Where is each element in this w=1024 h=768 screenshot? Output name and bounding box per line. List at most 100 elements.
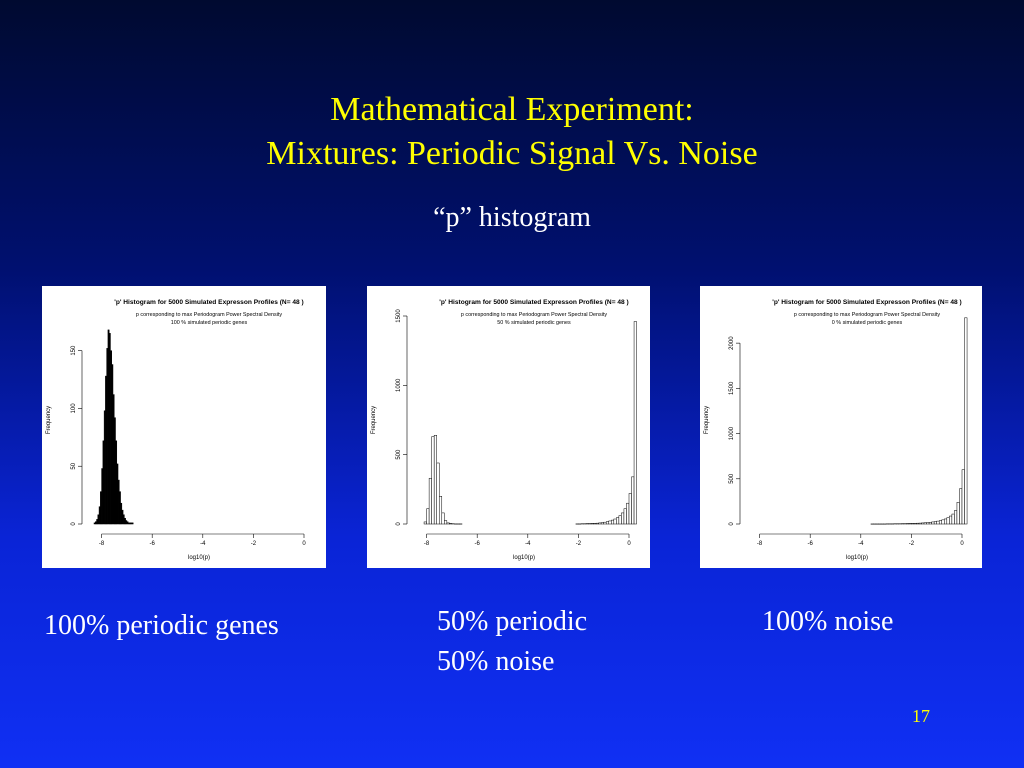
x-tick-label: -4 [525, 541, 531, 547]
x-axis-label: log10(p) [513, 555, 535, 561]
caption-mixture-line-1: 50% periodic [437, 606, 588, 637]
histogram-chart-periodic: 'p' Histogram for 5000 Simulated Express… [46, 299, 306, 561]
x-tick-label: -2 [576, 541, 582, 547]
histogram-bar [628, 493, 632, 525]
y-tick-label: 0 [729, 522, 735, 526]
chart-subtitle-line-2: 0 % simulated periodic genes [832, 320, 903, 326]
x-tick-label: 0 [960, 541, 964, 547]
y-tick-label: 0 [71, 522, 77, 526]
histogram-bar [449, 523, 453, 525]
slide-subtitle: “p” histogram [433, 202, 591, 233]
histogram-panel-periodic: 'p' Histogram for 5000 Simulated Express… [42, 286, 326, 568]
x-tick-label: 0 [627, 541, 631, 547]
histogram-bar [944, 518, 948, 525]
slide-title-line-2: Mixtures: Periodic Signal Vs. Noise [266, 135, 758, 172]
histogram-bar [428, 477, 432, 525]
histogram-bar [595, 522, 599, 525]
caption-noise-line-1: 100% noise [762, 606, 894, 637]
histogram-bar [626, 502, 630, 525]
y-tick-label: 1000 [729, 426, 735, 440]
y-tick-label: 1500 [729, 381, 735, 395]
histogram-bar [441, 512, 445, 525]
histogram-bar [438, 496, 443, 525]
histogram-chart-noise: 'p' Histogram for 5000 Simulated Express… [704, 299, 968, 561]
histogram-bar [951, 513, 955, 525]
histogram-bar [926, 522, 930, 525]
histogram-bar [590, 523, 594, 525]
histogram-bar [946, 517, 950, 525]
histogram-bar [959, 488, 963, 525]
histogram-bar [618, 515, 622, 525]
caption-mixture-line-2: 50% noise [437, 646, 555, 677]
histogram-bar [931, 521, 935, 525]
x-tick-label: -8 [99, 541, 105, 547]
histogram-bar [621, 512, 625, 525]
histogram-bar [956, 502, 960, 525]
histogram-bar [431, 436, 435, 525]
chart-title: 'p' Histogram for 5000 Simulated Express… [772, 299, 961, 306]
histogram-bar [928, 522, 932, 525]
histogram-bar [964, 317, 968, 525]
x-axis-label: log10(p) [846, 555, 868, 561]
x-tick-label: -6 [808, 541, 814, 547]
chart-subtitle-line-1: p corresponding to max Periodogram Power… [136, 312, 283, 318]
chart-title: 'p' Histogram for 5000 Simulated Express… [114, 299, 303, 306]
y-tick-label: 500 [729, 473, 735, 484]
histogram-bar [605, 521, 610, 525]
slide-title-line-1: Mathematical Experiment: [330, 91, 694, 128]
histogram-bar [131, 522, 134, 525]
histogram-bar [961, 469, 965, 525]
caption-periodic-line-1: 100% periodic genes [44, 610, 279, 641]
histogram-bar [608, 520, 612, 525]
histogram-bar [616, 517, 620, 525]
x-tick-label: -8 [757, 541, 763, 547]
histogram-bar [954, 510, 958, 525]
histogram-bar [631, 476, 635, 525]
histogram-bar [941, 519, 945, 525]
x-tick-label: -8 [424, 541, 430, 547]
histogram-bar [921, 522, 925, 525]
histogram-bar [913, 523, 917, 525]
y-tick-label: 1000 [396, 378, 402, 392]
y-axis-label: Frequency [371, 406, 377, 434]
x-tick-label: -6 [475, 541, 481, 547]
histogram-bar [444, 520, 448, 525]
x-tick-label: -2 [251, 541, 257, 547]
histogram-bar [600, 522, 604, 525]
chart-subtitle-line-1: p corresponding to max Periodogram Power… [794, 312, 941, 318]
histogram-bar [593, 523, 597, 525]
y-tick-label: 50 [71, 462, 77, 469]
histogram-bar [936, 520, 940, 525]
histogram-bars [93, 329, 134, 525]
histogram-bar [613, 518, 617, 525]
chart-title: 'p' Histogram for 5000 Simulated Express… [439, 299, 628, 306]
y-tick-label: 500 [396, 449, 402, 460]
y-tick-label: 2000 [729, 336, 735, 350]
caption-noise: 100% noise [762, 602, 893, 642]
x-tick-label: 0 [302, 541, 306, 547]
histogram-bar [436, 462, 440, 525]
slide-title: Mathematical Experiment: Mixtures: Perio… [0, 88, 1024, 176]
page-number: 17 [912, 706, 930, 726]
y-axis-label: Frequency [46, 406, 52, 434]
histogram-bar [433, 435, 437, 525]
histogram-bar [911, 523, 915, 525]
y-tick-label: 100 [71, 403, 77, 414]
y-axis-label: Frequency [704, 406, 710, 434]
x-axis-label: log10(p) [188, 555, 210, 561]
x-tick-label: -4 [200, 541, 206, 547]
x-tick-label: -6 [150, 541, 156, 547]
histogram-bar [598, 522, 602, 525]
histogram-bar [603, 521, 607, 525]
histogram-bar [446, 522, 450, 525]
histogram-bar [633, 321, 637, 525]
x-tick-label: -4 [858, 541, 864, 547]
histogram-bar [938, 520, 943, 525]
y-tick-label: 0 [396, 522, 402, 526]
histogram-bar [908, 523, 912, 525]
histogram-bar [918, 522, 922, 525]
caption-mixture: 50% periodic 50% noise [437, 602, 587, 682]
chart-subtitle-line-2: 50 % simulated periodic genes [497, 320, 571, 326]
x-tick-label: -2 [909, 541, 915, 547]
histogram-bar [611, 519, 615, 525]
